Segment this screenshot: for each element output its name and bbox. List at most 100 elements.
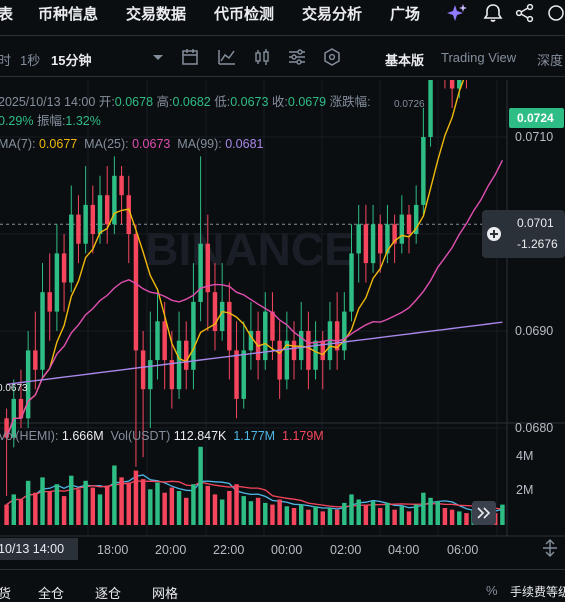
chart-area[interactable]: BINANCE 0.07200.07100.06900.06804M2M18:0…: [0, 0, 565, 560]
interval-15m[interactable]: 15分钟: [51, 53, 92, 68]
bell-icon[interactable]: [482, 3, 504, 23]
vol-usdt-value: 112.847K: [173, 429, 227, 443]
chevron-down-icon[interactable]: [148, 47, 168, 67]
calendar-icon[interactable]: [180, 47, 200, 67]
candle[interactable]: [370, 224, 376, 264]
candle[interactable]: [248, 331, 254, 351]
candle[interactable]: [241, 350, 246, 399]
candle[interactable]: [76, 214, 81, 244]
candle[interactable]: [320, 340, 325, 361]
candlestick-chart[interactable]: BINANCE 0.07200.07100.06900.06804M2M18:0…: [0, 0, 565, 560]
candle[interactable]: [212, 292, 218, 331]
ai-sparkle-icon[interactable]: [446, 3, 468, 23]
tab-token-check[interactable]: 代币检测: [214, 6, 275, 23]
more-icon[interactable]: [546, 3, 565, 23]
share-icon[interactable]: [514, 3, 536, 23]
candle[interactable]: [277, 340, 282, 380]
candle[interactable]: [263, 311, 268, 361]
candle[interactable]: [399, 214, 405, 244]
candle[interactable]: [334, 321, 340, 351]
candle[interactable]: [148, 360, 153, 390]
candle[interactable]: [162, 321, 167, 361]
candle[interactable]: [176, 340, 182, 390]
tab-spot[interactable]: 货: [0, 586, 12, 601]
candle[interactable]: [205, 243, 211, 293]
candle[interactable]: [385, 224, 390, 254]
candle[interactable]: [126, 195, 131, 234]
fee-level-link[interactable]: 手续费等级: [510, 585, 565, 599]
tab-trade-data[interactable]: 交易数据: [126, 6, 187, 23]
candle[interactable]: [428, 59, 433, 137]
settings-sliders-icon[interactable]: [287, 47, 307, 67]
candle[interactable]: [291, 340, 297, 361]
candle[interactable]: [449, 69, 455, 89]
candle[interactable]: [363, 224, 369, 264]
scroll-latest-button[interactable]: [472, 501, 496, 525]
candle[interactable]: [392, 224, 397, 244]
candle[interactable]: [327, 321, 333, 361]
candle[interactable]: [90, 204, 96, 234]
tab-chart[interactable]: 表: [0, 6, 14, 23]
volume-bar: [140, 479, 146, 525]
high-label: 高:: [156, 95, 173, 109]
tab-isolated[interactable]: 逐仓: [95, 586, 122, 601]
candle[interactable]: [155, 321, 160, 361]
candle[interactable]: [133, 234, 139, 351]
hexagon-icon[interactable]: [322, 47, 342, 67]
candle[interactable]: [356, 224, 361, 254]
percent-icon[interactable]: %: [486, 583, 498, 598]
candle[interactable]: [219, 301, 225, 331]
candle[interactable]: [284, 340, 290, 380]
tradingview-tab[interactable]: Trading View: [441, 50, 517, 65]
candle[interactable]: [349, 253, 354, 312]
interval-time[interactable]: 时: [0, 53, 12, 68]
tab-coin-info[interactable]: 币种信息: [38, 6, 99, 23]
candle[interactable]: [104, 195, 110, 225]
depth-tab[interactable]: 深度: [537, 53, 564, 68]
candle[interactable]: [112, 175, 117, 225]
plus-circle-icon[interactable]: [486, 226, 502, 242]
candle[interactable]: [313, 340, 318, 370]
candle[interactable]: [61, 253, 67, 283]
interval-1s[interactable]: 1秒: [20, 53, 41, 68]
candle[interactable]: [191, 301, 196, 370]
candle[interactable]: [140, 350, 146, 390]
candle-style-icon[interactable]: [252, 47, 272, 67]
candle[interactable]: [97, 195, 103, 234]
candle[interactable]: [69, 214, 74, 283]
candle[interactable]: [119, 175, 124, 196]
candle[interactable]: [40, 292, 45, 370]
chart-toolbar: 时 1秒 15分钟 基本版 Trading View 深度: [0, 40, 565, 74]
candle[interactable]: [169, 360, 175, 390]
tab-square[interactable]: 广场: [390, 6, 421, 23]
tab-trade-analysis[interactable]: 交易分析: [302, 6, 363, 23]
candle[interactable]: [227, 301, 232, 351]
candle[interactable]: [54, 253, 60, 312]
candle[interactable]: [421, 137, 426, 205]
candle[interactable]: [270, 311, 275, 341]
candle[interactable]: [4, 418, 9, 438]
candle[interactable]: [378, 224, 383, 254]
candle[interactable]: [184, 340, 189, 370]
volume-bar: [212, 494, 218, 525]
candle[interactable]: [342, 311, 347, 351]
candle[interactable]: [198, 243, 203, 302]
candle[interactable]: [25, 350, 31, 419]
candle[interactable]: [18, 398, 24, 419]
volume-bar: [320, 511, 325, 525]
x-tick: 22:00: [213, 543, 244, 557]
candle[interactable]: [406, 214, 412, 234]
tab-cross[interactable]: 全仓: [38, 586, 65, 601]
candle[interactable]: [83, 204, 88, 244]
candle[interactable]: [47, 292, 52, 312]
candle[interactable]: [33, 350, 38, 370]
expand-vertical-icon[interactable]: [540, 538, 560, 558]
candle[interactable]: [234, 350, 239, 399]
candle[interactable]: [413, 204, 419, 234]
tab-grid[interactable]: 网格: [152, 586, 179, 601]
indicator-icon[interactable]: [217, 47, 237, 67]
volume-bar: [421, 492, 426, 525]
basic-version-tab[interactable]: 基本版: [385, 53, 425, 68]
candle[interactable]: [306, 331, 311, 370]
volume-bar: [370, 501, 376, 525]
